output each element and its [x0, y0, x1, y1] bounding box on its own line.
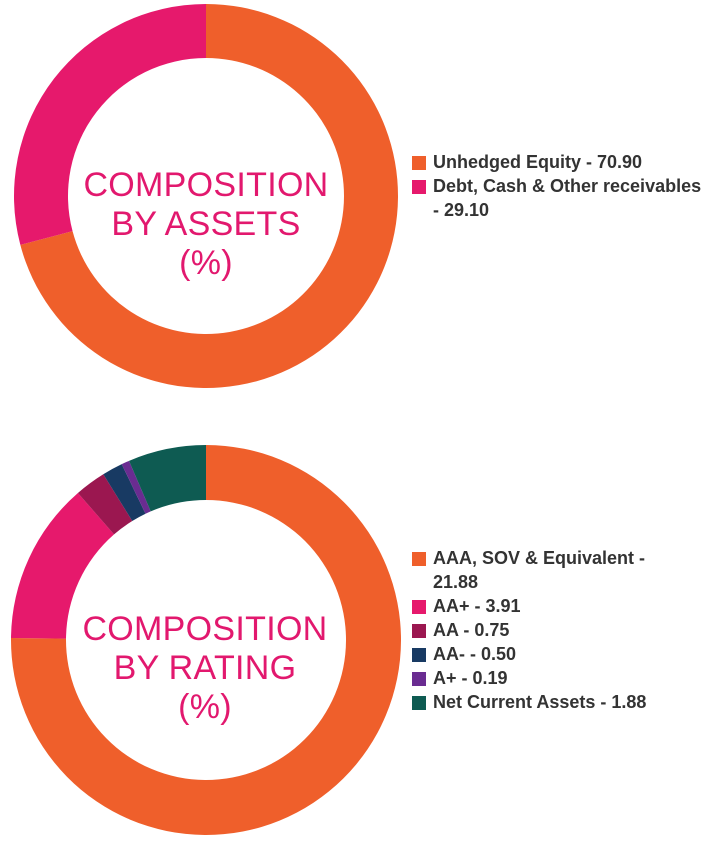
assets-title-line-3: (%): [179, 244, 233, 282]
rating-donut: [11, 445, 402, 835]
composition-by-assets-chart: COMPOSITION BY ASSETS (%) Unhedged Equit…: [0, 0, 725, 400]
donut-slice-1: [11, 492, 115, 639]
legend-item-aa-minus: AA- - 0.50: [412, 642, 646, 666]
legend-item-unhedged-equity: Unhedged Equity - 70.90: [412, 150, 701, 174]
donut-slice-4: [121, 460, 151, 514]
assets-title-line-1: COMPOSITION: [83, 166, 329, 204]
legend-item-aa: AA - 0.75: [412, 618, 646, 642]
legend-swatch: [412, 156, 426, 170]
legend-label: AA+ - 3.91: [433, 596, 521, 616]
legend-label-line-1: AAA, SOV & Equivalent -: [433, 548, 646, 568]
legend-label: AA- - 0.50: [433, 644, 517, 664]
assets-legend: Unhedged Equity - 70.90 Debt, Cash & Oth…: [412, 150, 701, 222]
rating-title-line-3: (%): [178, 688, 232, 726]
legend-swatch: [412, 624, 426, 638]
legend-swatch: [412, 600, 426, 614]
legend-swatch: [412, 180, 426, 194]
legend-label: A+ - 0.19: [433, 668, 508, 688]
donut-slice-1: [13, 4, 206, 245]
legend-item-a-plus: A+ - 0.19: [412, 666, 646, 690]
donut-slice-2: [77, 474, 133, 535]
assets-title-line-2: BY ASSETS: [111, 205, 301, 243]
legend-swatch: [412, 552, 426, 566]
assets-chart-title: COMPOSITION BY ASSETS (%): [56, 166, 356, 283]
legend-swatch: [412, 696, 426, 710]
legend-swatch: [412, 648, 426, 662]
legend-item-aa-plus: AA+ - 3.91: [412, 594, 646, 618]
legend-label-line-1: Debt, Cash & Other receivables: [433, 176, 702, 196]
legend-label-line-2: - 29.10: [433, 200, 490, 220]
assets-donut: [13, 4, 398, 388]
rating-legend: AAA, SOV & Equivalent - 21.88 AA+ - 3.91…: [412, 546, 646, 714]
legend-label: Net Current Assets - 1.88: [433, 692, 647, 712]
legend-label-line-2: 21.88: [433, 572, 479, 592]
legend-item-debt-cash-other: Debt, Cash & Other receivables - 29.10: [412, 174, 701, 222]
legend-item-net-current-assets: Net Current Assets - 1.88: [412, 690, 646, 714]
rating-chart-title: COMPOSITION BY RATING (%): [50, 610, 360, 727]
legend-label: AA - 0.75: [433, 620, 510, 640]
composition-by-rating-chart: COMPOSITION BY RATING (%) AAA, SOV & Equ…: [0, 440, 725, 848]
donut-slice-3: [103, 464, 146, 521]
legend-label: Unhedged Equity - 70.90: [433, 152, 643, 172]
donut-slice-5: [129, 445, 206, 512]
legend-swatch: [412, 672, 426, 686]
rating-title-line-2: BY RATING: [113, 649, 297, 687]
rating-title-line-1: COMPOSITION: [82, 610, 328, 648]
legend-item-aaa-sov: AAA, SOV & Equivalent - 21.88: [412, 546, 646, 594]
